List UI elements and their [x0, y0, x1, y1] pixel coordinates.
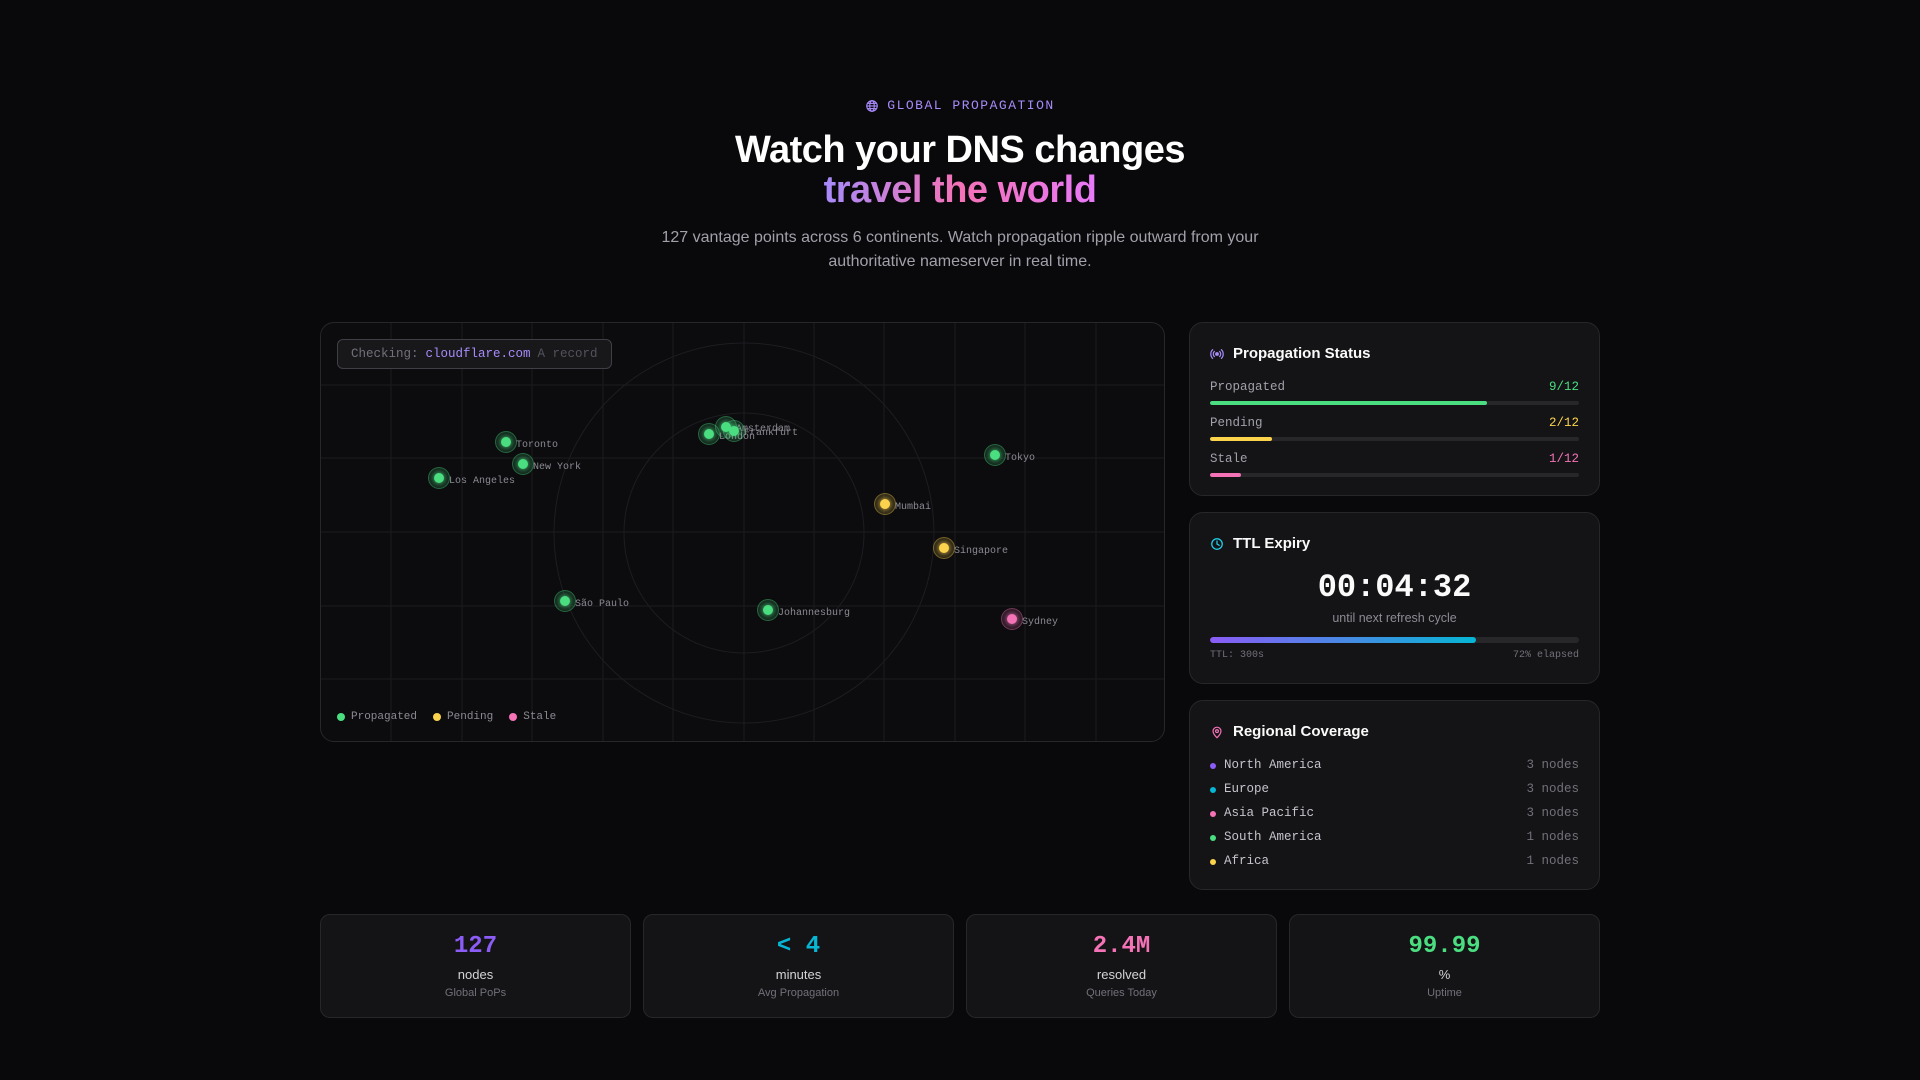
city-label: Johannesburg — [778, 608, 851, 619]
node-los-angeles[interactable] — [428, 467, 450, 489]
city-label: New York — [533, 462, 582, 473]
node-mumbai[interactable] — [874, 493, 896, 515]
region-dot — [1210, 787, 1216, 793]
stat-label: Uptime — [1427, 987, 1462, 999]
ttl-meta: TTL: 300s 72% elapsed — [1210, 650, 1579, 661]
node-johannesburg[interactable] — [757, 599, 779, 621]
legend-propagated: Propagated — [337, 711, 417, 723]
progress-track — [1210, 473, 1579, 477]
stat-unit: minutes — [775, 967, 822, 982]
broadcast-icon — [1210, 348, 1224, 359]
city-label: Tokyo — [1005, 453, 1036, 464]
legend-stale: Stale — [509, 711, 556, 723]
region-europe: Europe 3 nodes — [1210, 782, 1579, 800]
stat-label: Global PoPs — [444, 987, 507, 999]
city-label: Los Angeles — [449, 476, 516, 487]
region-asia-pacific: Asia Pacific 3 nodes — [1210, 806, 1579, 824]
globe-icon — [866, 99, 879, 112]
stat-global-pops: 127 nodes Global PoPs — [320, 914, 631, 1018]
region-dot — [1210, 859, 1216, 865]
node-frankfurt[interactable] — [723, 420, 745, 442]
checking-badge: Checking: cloudflare.com A record — [337, 339, 612, 369]
node-sao-paulo[interactable] — [554, 590, 576, 612]
progress-track — [1210, 401, 1579, 405]
ttl-progress-track — [1210, 637, 1579, 643]
stat-unit: % — [1438, 967, 1451, 982]
stat-queries-today: 2.4M resolved Queries Today — [966, 914, 1277, 1018]
clock-icon — [1211, 537, 1223, 550]
ttl-countdown: 00:04:32 — [1317, 569, 1472, 606]
legend-dot — [509, 713, 518, 721]
eyebrow-text: GLOBAL PROPAGATION — [887, 98, 1055, 113]
region-south-america: South America 1 nodes — [1210, 830, 1579, 848]
stat-label: Queries Today — [1086, 987, 1157, 999]
checked-domain: cloudflare.com — [425, 347, 531, 361]
ttl-expiry-card: TTL Expiry 00:04:32 until next refresh c… — [1189, 512, 1600, 684]
map-pin-icon — [1212, 726, 1222, 739]
legend-dot — [337, 713, 345, 721]
stat-label: Avg Propagation — [757, 987, 840, 999]
legend-dot — [433, 713, 442, 721]
page-title: Watch your DNS changes — [734, 129, 1186, 171]
node-toronto[interactable] — [495, 431, 517, 453]
city-label: Frankfurt — [744, 428, 799, 439]
stat-value: < 4 — [776, 933, 821, 960]
stat-unit: nodes — [457, 967, 494, 982]
progress-fill — [1210, 437, 1272, 441]
stat-avg-propagation: < 4 minutes Avg Propagation — [643, 914, 954, 1018]
stat-value: 2.4M — [1092, 933, 1151, 960]
propagation-status-card: Propagation Status Propagated 9/12 Pendi… — [1189, 322, 1600, 496]
card-title: Regional Coverage — [1210, 723, 1369, 740]
city-label: Mumbai — [895, 502, 932, 513]
status-row-stale: Stale 1/12 — [1210, 452, 1579, 480]
propagation-map[interactable]: Checking: cloudflare.com A record Toront… — [320, 322, 1165, 742]
city-label: Toronto — [516, 440, 559, 451]
city-label: São Paulo — [575, 599, 630, 610]
map-legend: Propagated Pending Stale — [337, 711, 556, 723]
ttl-elapsed: 72% elapsed — [1512, 650, 1579, 661]
section-eyebrow: GLOBAL PROPAGATION — [0, 98, 1920, 113]
stat-unit: resolved — [1096, 967, 1147, 982]
node-singapore[interactable] — [933, 537, 955, 559]
city-label: Singapore — [954, 546, 1009, 557]
card-title: Propagation Status — [1210, 345, 1371, 362]
region-dot — [1210, 763, 1216, 769]
node-tokyo[interactable] — [984, 444, 1006, 466]
progress-track — [1210, 437, 1579, 441]
status-row-propagated: Propagated 9/12 — [1210, 380, 1579, 408]
city-label: Sydney — [1022, 617, 1059, 628]
city-label: Amsterdam — [736, 424, 791, 435]
region-north-america: North America 3 nodes — [1210, 758, 1579, 776]
region-dot — [1210, 835, 1216, 841]
region-africa: Africa 1 nodes — [1210, 854, 1579, 872]
node-sydney[interactable] — [1001, 608, 1023, 630]
node-london[interactable] — [698, 423, 720, 445]
ttl-subtitle: until next refresh cycle — [1332, 611, 1457, 625]
progress-fill — [1210, 473, 1241, 477]
map-grid — [321, 323, 1164, 741]
card-title: TTL Expiry — [1210, 535, 1310, 552]
page-title-accent: travel the world — [823, 169, 1097, 211]
stat-value: 99.99 — [1408, 933, 1481, 960]
ttl-progress-fill — [1210, 637, 1476, 643]
stat-uptime: 99.99 % Uptime — [1289, 914, 1600, 1018]
ttl-value: TTL: 300s — [1210, 650, 1265, 661]
record-type: A record — [537, 347, 598, 361]
legend-pending: Pending — [433, 711, 493, 723]
page-subtitle: 127 vantage points across 6 continents. … — [661, 229, 1259, 270]
regional-coverage-card: Regional Coverage North America 3 nodes … — [1189, 700, 1600, 890]
status-row-pending: Pending 2/12 — [1210, 416, 1579, 444]
progress-fill — [1210, 401, 1487, 405]
stat-value: 127 — [453, 933, 498, 960]
node-new-york[interactable] — [512, 453, 534, 475]
region-dot — [1210, 811, 1216, 817]
